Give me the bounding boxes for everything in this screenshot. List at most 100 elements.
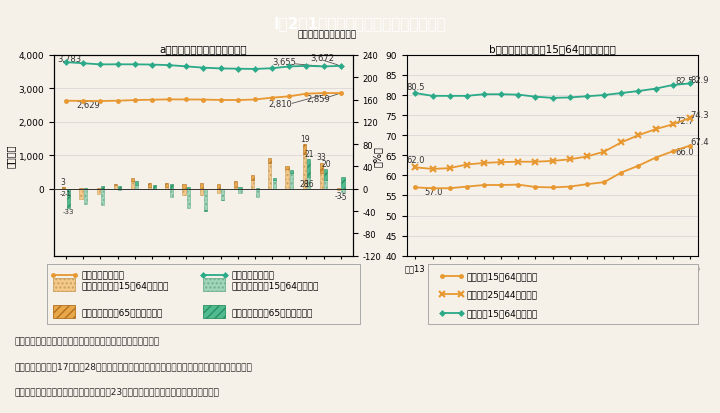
Text: 2,629: 2,629 [76,101,100,110]
Bar [131,179,134,182]
Text: 3,672: 3,672 [310,54,334,63]
Text: -3: -3 [335,192,342,200]
Text: 80.5: 80.5 [407,83,426,92]
Bar [182,189,186,196]
Bar [118,189,121,191]
Bar [269,158,271,164]
Text: 3: 3 [60,178,66,187]
Text: ２．平成17年から28年までの値は，時系列接続用数値を用いている（比率を除く）。: ２．平成17年から28年までの値は，時系列接続用数値を用いている（比率を除く）。 [14,361,252,370]
Bar [286,167,289,170]
Bar [302,145,306,155]
Bar [101,187,104,189]
Bar [79,188,83,189]
Bar [337,188,340,189]
Bar [324,180,328,189]
Bar [217,189,220,194]
Text: 3,655: 3,655 [272,58,296,67]
Text: -5: -5 [339,192,347,202]
Bar [290,171,293,174]
Bar [256,188,258,189]
Text: 72.7: 72.7 [675,117,694,126]
Text: 対前年増減数（65歳以上女性）: 対前年増減数（65歳以上女性） [81,307,163,316]
Bar [84,189,87,205]
Bar [256,189,258,198]
Bar [199,189,203,195]
Bar [238,189,241,194]
Bar [320,174,323,189]
Bar [166,188,168,189]
Bar [251,176,254,181]
Bar [170,184,173,189]
Bar [307,159,310,178]
Text: 就業率（15〜64歳女性）: 就業率（15〜64歳女性） [467,272,537,281]
Bar [302,155,306,189]
Bar [238,187,241,189]
Bar [84,188,87,189]
Bar [251,181,254,189]
Bar [114,186,117,189]
Bar [234,187,237,189]
Text: 就業者数（女性）: 就業者数（女性） [81,271,125,280]
Y-axis label: （万人）: （万人） [6,144,16,168]
Bar [148,188,151,189]
Text: -33: -33 [63,209,74,215]
Bar [182,184,186,189]
Text: 57.0: 57.0 [424,188,443,197]
Text: 対前年増減数（15〜64歳男性）: 対前年増減数（15〜64歳男性） [232,280,319,289]
Text: 66.0: 66.0 [675,148,694,157]
Bar [307,178,310,189]
Text: 対前年増減数（65歳以上男性）: 対前年増減数（65歳以上男性） [232,307,313,316]
Bar [170,189,173,197]
Bar [135,186,138,189]
Text: 82.9: 82.9 [690,76,709,85]
Text: 20: 20 [321,159,330,168]
Text: ３．就業者数及び就業率の平成23年値は，総務省が補完的に推計した値。: ３．就業者数及び就業率の平成23年値は，総務省が補完的に推計した値。 [14,386,220,395]
Text: 21: 21 [305,149,314,158]
Bar [153,185,156,189]
Bar [204,305,225,318]
Bar [53,278,75,291]
Text: 2,810: 2,810 [269,100,292,109]
Text: 3,783: 3,783 [58,55,81,64]
Bar [79,189,83,199]
Text: 16: 16 [304,179,313,188]
Text: 対前年増減数（15〜64歳女性）: 対前年増減数（15〜64歳女性） [81,280,168,289]
Bar [337,189,340,191]
Bar [320,163,323,174]
Title: b．生産年齢人口（15〜64歳）の就業率: b．生産年齢人口（15〜64歳）の就業率 [489,44,616,54]
Text: 19: 19 [300,135,310,144]
Bar [217,184,220,189]
Text: 2,859: 2,859 [307,95,330,104]
Bar [187,188,190,189]
Bar [199,183,203,189]
Text: 62.0: 62.0 [407,156,426,165]
Bar [135,182,138,186]
Bar [234,182,237,187]
Bar [187,189,190,209]
Text: 28: 28 [300,179,309,188]
Bar [221,189,225,201]
Bar [273,181,276,189]
Bar [101,189,104,205]
Bar [148,184,151,188]
Title: a．就業者数及び対前年増減数: a．就業者数及び対前年増減数 [160,44,247,54]
Text: 74.3: 74.3 [690,110,709,119]
Y-axis label: （%）: （%） [373,145,383,166]
Bar [341,178,345,189]
Text: 82.5: 82.5 [675,77,694,86]
Text: 就業率（25〜44歳女性）: 就業率（25〜44歳女性） [467,290,537,299]
Text: （備考）１．総務省「労働力調査（基本集計）」より作成。: （備考）１．総務省「労働力調査（基本集計）」より作成。 [14,337,160,346]
Bar [166,183,168,188]
Bar [341,189,345,192]
Bar [62,188,66,189]
Bar [114,184,117,186]
Bar [273,178,276,181]
Bar [204,189,207,211]
Text: I－2－1図　就業者数及び就業率の推移: I－2－1図 就業者数及び就業率の推移 [274,17,446,31]
Bar [204,278,225,291]
Bar [96,189,99,194]
Text: 67.4: 67.4 [690,138,709,147]
Bar [67,190,70,208]
Bar [67,189,70,190]
Bar [53,305,75,318]
